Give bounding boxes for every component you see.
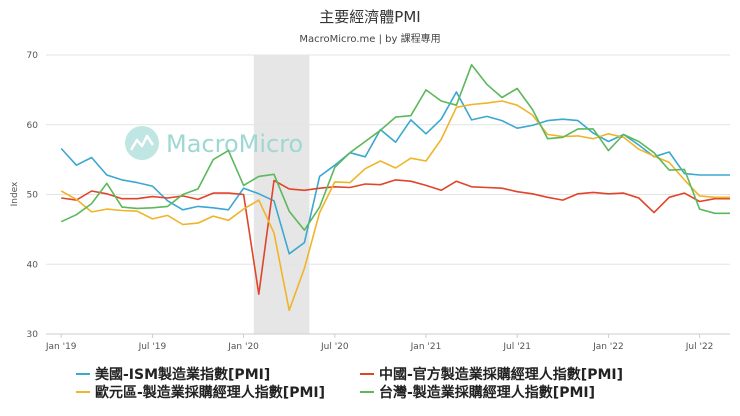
y-axis: 30 40 50 60 70 xyxy=(27,51,730,340)
legend-item-3[interactable]: 歐元區-製造業採購經理人指數[PMI] xyxy=(95,384,325,401)
legend-item-1[interactable]: 美國-ISM製造業指數[PMI] xyxy=(95,366,270,383)
y-tick-label: 60 xyxy=(27,121,39,131)
legend-item-2[interactable]: 中國-官方製造業採購經理人指數[PMI] xyxy=(379,366,623,383)
legend-item-4[interactable]: 台灣-製造業採購經理人指數[PMI] xyxy=(379,384,595,401)
y-tick-label: 30 xyxy=(27,330,39,340)
x-tick-label: Jan '22 xyxy=(592,342,624,352)
x-tick-label: Jul '21 xyxy=(502,342,531,352)
x-tick-label: Jan '20 xyxy=(227,342,259,352)
y-tick-label: 70 xyxy=(27,51,39,61)
y-tick-label: 50 xyxy=(27,191,39,201)
series-line-3[interactable] xyxy=(60,100,730,312)
series-line-2[interactable] xyxy=(61,179,730,296)
series-line-1[interactable] xyxy=(60,91,730,255)
x-axis: Jan '19 Jul '19 Jan '20 Jul '20 Jan '21 Jul '… xyxy=(45,333,730,352)
y-tick-label: 40 xyxy=(27,260,39,270)
series-layer xyxy=(60,64,730,312)
x-tick-label: Jan '21 xyxy=(410,342,442,352)
x-tick-label: Jan '19 xyxy=(45,342,77,352)
y-axis-label: Index xyxy=(10,181,20,206)
chart-subtitle: MacroMicro.me | by 課程專用 xyxy=(299,32,440,45)
legend[interactable]: 美國-ISM製造業指數[PMI] 中國-官方製造業採購經理人指數[PMI] 歐元區-… xyxy=(76,366,623,401)
chart-title: 主要經濟體PMI xyxy=(319,8,420,26)
series-line-4[interactable] xyxy=(60,64,730,231)
watermark: MacroMicro xyxy=(125,126,303,160)
x-tick-label: Jul '19 xyxy=(138,342,167,352)
macromicro-logo-icon xyxy=(125,126,159,160)
watermark-text: MacroMicro xyxy=(166,130,303,158)
x-tick-label: Jul '22 xyxy=(685,342,714,352)
x-tick-label: Jul '20 xyxy=(320,342,349,352)
